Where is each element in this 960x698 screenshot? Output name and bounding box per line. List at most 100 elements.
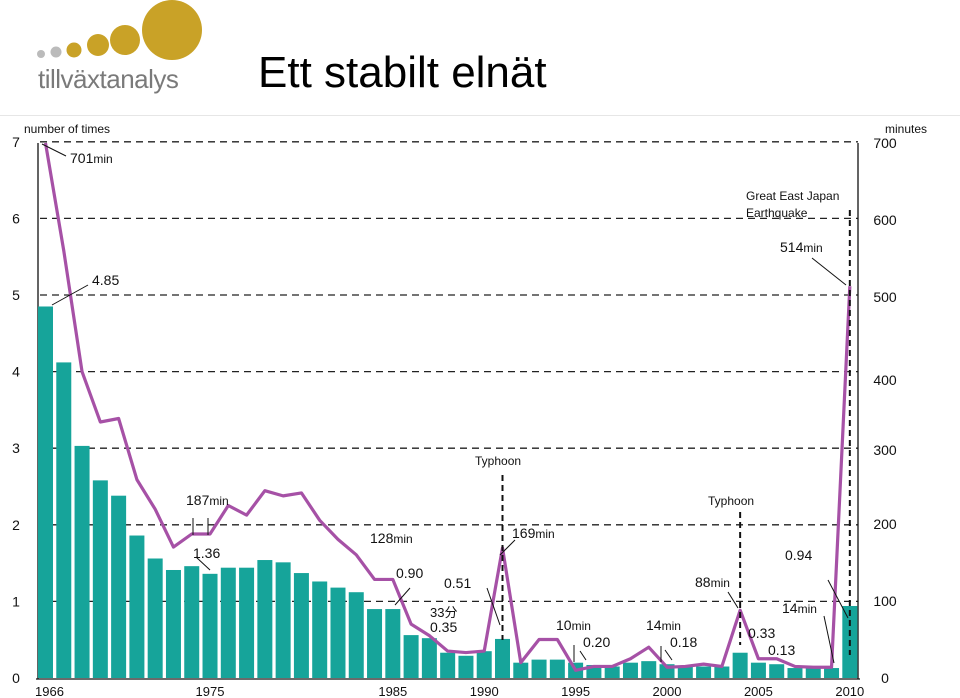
annotation-label: 169min — [512, 525, 555, 541]
right-tick-label: 100 — [873, 593, 897, 609]
left-axis-label: number of times — [24, 122, 110, 136]
annotation-label: 514min — [780, 239, 823, 255]
bar — [476, 651, 492, 678]
annotation-label: 0.18 — [670, 634, 697, 650]
bar — [275, 562, 291, 678]
annotation-label: 0.20 — [583, 634, 610, 650]
bar — [330, 587, 346, 678]
bar — [147, 558, 163, 678]
annotation-label: 128min — [370, 530, 413, 546]
bar — [769, 664, 785, 678]
bar — [202, 573, 218, 678]
bar — [641, 661, 657, 678]
bar — [74, 445, 90, 678]
bar — [824, 668, 840, 678]
x-tick-label: 1990 — [470, 684, 499, 698]
annotation-label: 0.33 — [748, 625, 775, 641]
bar — [696, 666, 712, 678]
left-tick-label: 2 — [12, 517, 20, 533]
right-tick-label: 500 — [873, 289, 897, 305]
bar — [184, 566, 200, 678]
bar — [56, 362, 72, 678]
bar — [750, 662, 766, 678]
bar — [129, 535, 145, 678]
right-tick-label: 600 — [873, 212, 897, 228]
annotation-label: 33分 — [430, 605, 457, 620]
minutes-line — [43, 142, 852, 672]
x-tick-label: 1966 — [35, 684, 64, 698]
annotation-label: 10min — [556, 617, 591, 633]
bar — [513, 662, 529, 678]
annotation-leader — [727, 591, 739, 609]
bar — [440, 652, 456, 678]
bar — [348, 592, 364, 678]
annotation-label: 4.85 — [92, 272, 119, 288]
bar — [495, 638, 510, 678]
bar — [239, 567, 255, 678]
annotation-label: 14min — [782, 600, 817, 616]
right-tick-label: 0 — [881, 670, 889, 686]
left-tick-label: 3 — [12, 440, 20, 456]
bar — [220, 567, 236, 678]
x-tick-label: 2005 — [744, 684, 773, 698]
bar — [622, 662, 638, 678]
brand-name: tillväxtanalys — [38, 64, 179, 94]
annotation-label: 701min — [70, 150, 113, 166]
x-tick-label: 2000 — [653, 684, 682, 698]
annotation-label: 0.13 — [768, 642, 795, 658]
gold-circles-logo-icon — [30, 0, 230, 110]
annotation-leader — [499, 539, 516, 556]
annotation-label: 0.51 — [444, 575, 471, 591]
annotation-leader — [51, 284, 89, 306]
annotation-label: 0.90 — [396, 565, 423, 581]
bar — [805, 667, 821, 678]
outage-chart: number of times minutes 0 1 2 3 4 5 6 7 0 100 200 300… — [12, 122, 927, 698]
annotation-leader — [486, 587, 501, 626]
page-title: Ett stabilt elnät — [258, 48, 547, 97]
left-tick-label: 4 — [12, 364, 20, 380]
right-tick-label: 300 — [873, 442, 897, 458]
bar — [604, 666, 620, 678]
annotation-label: 0.94 — [785, 547, 812, 563]
x-tick-label: 1985 — [378, 684, 407, 698]
annotation-label: 14min — [646, 617, 681, 633]
annotation-leader — [195, 556, 211, 571]
right-tick-label: 400 — [873, 372, 897, 388]
left-tick-label: 0 — [12, 670, 20, 686]
right-axis-label: minutes — [885, 122, 927, 136]
annotation-leader — [823, 615, 835, 664]
x-tick-label: 2010 — [835, 684, 864, 698]
left-tick-label: 7 — [12, 134, 20, 150]
bar — [367, 609, 383, 678]
bar — [403, 635, 419, 678]
annotation-label: 187min — [186, 492, 229, 508]
bar — [421, 638, 437, 678]
annotation-leader — [41, 143, 67, 157]
bar — [531, 659, 547, 678]
bar — [549, 659, 565, 678]
right-tick-label: 200 — [873, 516, 897, 532]
bar — [92, 480, 108, 678]
bar — [677, 665, 693, 678]
left-tick-label: 1 — [12, 593, 20, 609]
bar — [787, 668, 803, 678]
bar — [165, 569, 181, 678]
bar — [293, 573, 309, 678]
bar — [458, 655, 474, 678]
x-tick-label: 1995 — [561, 684, 590, 698]
bar — [312, 581, 328, 678]
annotation-label: 88min — [695, 574, 730, 590]
annotation-label: Typhoon — [475, 454, 521, 468]
annotation-label: Typhoon — [708, 494, 754, 508]
x-tick-label: 1975 — [196, 684, 225, 698]
bar — [732, 652, 748, 678]
annotation-label: 0.35 — [430, 619, 457, 635]
header-divider — [0, 115, 960, 116]
annotation-leader — [394, 587, 411, 606]
annotation-leader — [664, 649, 673, 661]
annotation-leader — [827, 579, 849, 619]
bar — [385, 609, 401, 678]
bar — [714, 666, 730, 678]
bar — [38, 306, 53, 678]
left-tick-label: 5 — [12, 287, 20, 303]
